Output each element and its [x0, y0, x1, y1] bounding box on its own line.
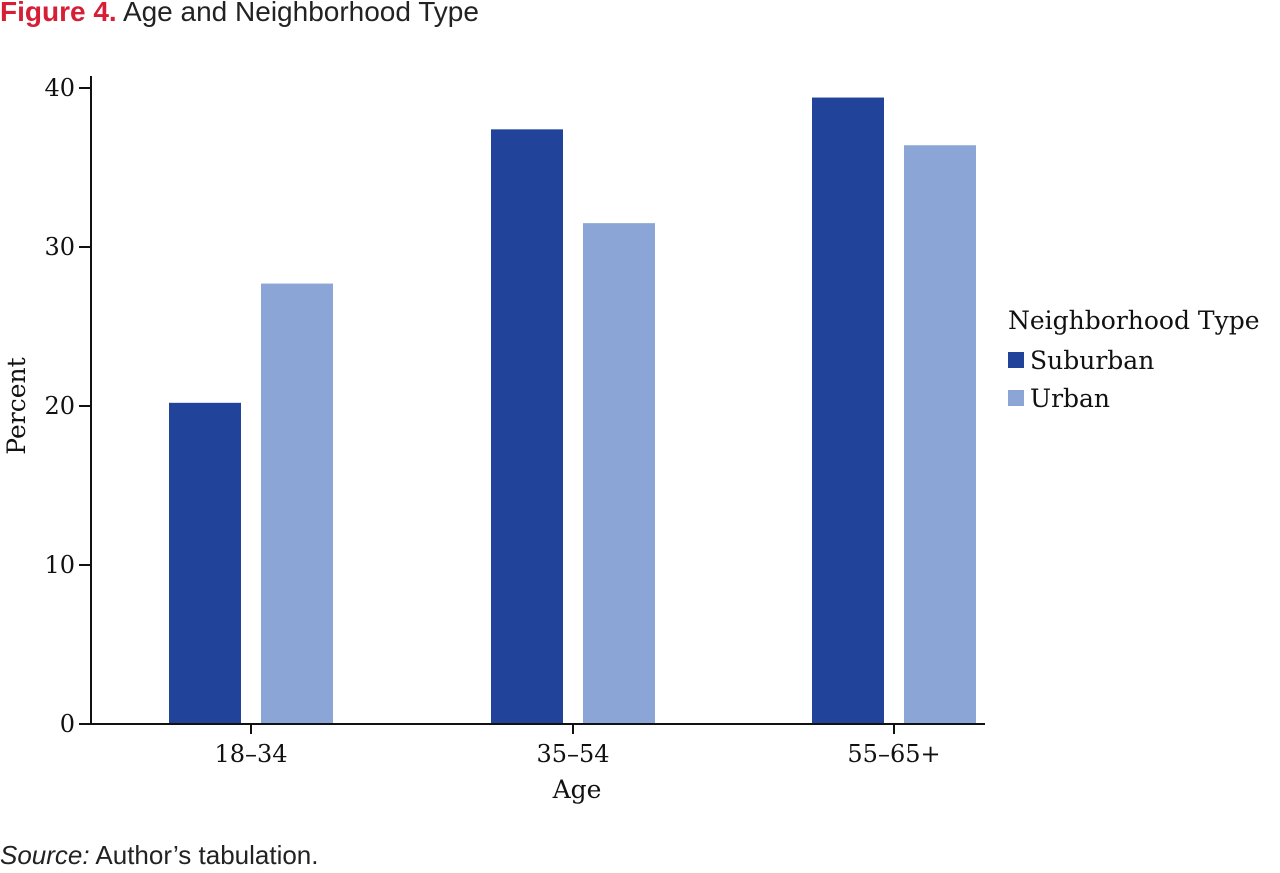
bar-urban-1 [583, 223, 655, 724]
legend: Neighborhood Type Suburban Urban [1008, 306, 1260, 417]
legend-title: Neighborhood Type [1008, 306, 1260, 335]
bar-urban-2 [904, 145, 976, 725]
bar-suburban-1 [491, 129, 563, 725]
y-tick-label-40: 40 [44, 74, 75, 102]
figure-title: Figure 4. Age and Neighborhood Type [0, 0, 479, 28]
bar-suburban-2 [812, 97, 884, 725]
legend-label-urban: Urban [1030, 383, 1111, 413]
legend-swatch-urban [1008, 390, 1024, 406]
legend-label-suburban: Suburban [1030, 345, 1155, 375]
legend-item-urban: Urban [1008, 379, 1260, 417]
x-tick-label-1: 35–54 [536, 740, 609, 768]
x-tick-label-0: 18–34 [214, 740, 287, 768]
bar-urban-0 [261, 283, 333, 724]
x-axis-title: Age [552, 775, 602, 804]
x-tick-label-2: 55–65+ [847, 740, 940, 768]
source-label: Source: [0, 840, 90, 870]
source-text: Author’s tabulation. [95, 840, 319, 870]
bar-chart: 0 10 20 30 40 18–34 35–54 55–65+ Age Percent [2, 74, 985, 804]
y-tick-label-10: 10 [44, 551, 75, 579]
y-tick-label-20: 20 [44, 392, 75, 420]
legend-swatch-suburban [1008, 352, 1024, 368]
bar-suburban-0 [169, 402, 241, 724]
legend-item-suburban: Suburban [1008, 341, 1260, 379]
y-axis-title: Percent [2, 357, 31, 454]
figure-title-text: Age and Neighborhood Type [122, 0, 479, 27]
y-tick-label-30: 30 [44, 233, 75, 261]
y-tick-label-0: 0 [60, 710, 75, 738]
source-note: Source: Author’s tabulation. [0, 840, 319, 871]
figure-label: Figure 4. [0, 0, 117, 27]
